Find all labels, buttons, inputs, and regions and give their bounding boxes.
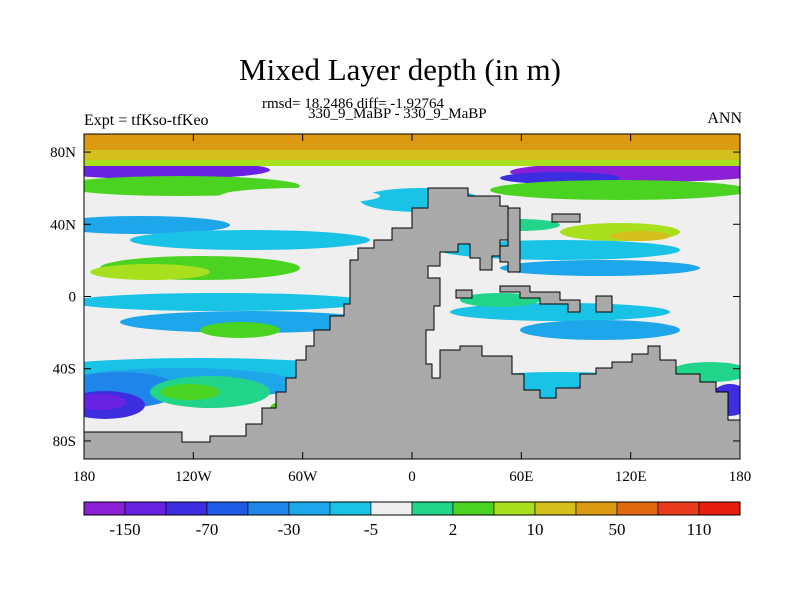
land-polygon bbox=[455, 289, 473, 299]
colorbar-label: -70 bbox=[196, 520, 219, 539]
anomaly-patch bbox=[520, 320, 680, 340]
colorbar-swatch bbox=[575, 501, 618, 516]
x-tick-label: 120W bbox=[175, 469, 213, 485]
land-polygon bbox=[595, 295, 613, 313]
colorbar-swatch bbox=[247, 501, 290, 516]
land-polygon bbox=[551, 213, 581, 223]
colorbar-swatch bbox=[370, 501, 413, 516]
anomaly-patch bbox=[450, 303, 670, 321]
land-polygon bbox=[499, 285, 581, 313]
anomaly-patch bbox=[130, 230, 370, 250]
x-tick-label: 0 bbox=[408, 469, 416, 485]
colorbar-swatch bbox=[165, 501, 208, 516]
colorbar-label: 2 bbox=[449, 520, 458, 539]
anomaly-patch bbox=[84, 216, 230, 234]
land-polygon bbox=[84, 187, 740, 459]
anomaly-patch bbox=[160, 384, 220, 400]
y-tick-label: 80S bbox=[53, 434, 76, 450]
colorbar-swatch bbox=[288, 501, 331, 516]
colorbar-label: -150 bbox=[109, 520, 140, 539]
colorbar-swatch bbox=[411, 501, 454, 516]
x-tick-label: 60W bbox=[288, 469, 318, 485]
plot-area bbox=[84, 134, 740, 459]
band bbox=[84, 160, 740, 166]
colorbar-label: 10 bbox=[527, 520, 544, 539]
anomaly-patch bbox=[120, 311, 380, 333]
x-tick-label: 180 bbox=[73, 469, 96, 485]
anomaly-patch bbox=[490, 180, 740, 200]
colorbar-label: 50 bbox=[609, 520, 626, 539]
chart-title: Mixed Layer depth (in m) bbox=[239, 52, 561, 87]
x-tick-label: 180 bbox=[729, 469, 752, 485]
band bbox=[84, 150, 740, 160]
y-axis: 80N 40N 0 40S 80S bbox=[50, 145, 740, 450]
colorbar-swatch bbox=[83, 501, 126, 516]
anomaly-patch bbox=[610, 231, 670, 241]
x-tick-label: 120E bbox=[615, 469, 647, 485]
land-polygon bbox=[499, 207, 521, 273]
x-tick-label: 60E bbox=[509, 469, 533, 485]
anomaly-patch bbox=[90, 264, 210, 280]
land-mask bbox=[84, 187, 740, 459]
colorbar-label: -30 bbox=[278, 520, 301, 539]
colorbar-swatch bbox=[452, 501, 495, 516]
anomaly-patch bbox=[84, 394, 126, 410]
experiment-label: Expt = tfKso-tfKeo bbox=[84, 112, 209, 129]
colorbar-swatch bbox=[534, 501, 577, 516]
y-tick-label: 0 bbox=[69, 290, 77, 306]
colorbar-frame bbox=[83, 501, 741, 516]
y-tick-label: 40N bbox=[50, 217, 76, 233]
colorbar-label: -5 bbox=[364, 520, 378, 539]
colorbar-label: 110 bbox=[687, 520, 712, 539]
y-tick-label: 80N bbox=[50, 145, 76, 161]
colorbar-swatch bbox=[698, 501, 741, 516]
y-tick-label: 40S bbox=[53, 362, 76, 378]
season-label: ANN bbox=[707, 110, 742, 127]
rmsd-diff-label: rmsd= 18.2486 diff= -1.92764 bbox=[262, 96, 445, 112]
colorbar-swatch bbox=[493, 501, 536, 516]
colorbar-swatch bbox=[616, 501, 659, 516]
colorbar-swatch bbox=[657, 501, 700, 516]
experiment-names: 330_9_MaBP - 330_9_MaBP bbox=[308, 106, 487, 122]
anomaly-patch bbox=[220, 188, 380, 204]
colorbar: -150 -70 -30 -5 2 10 50 110 bbox=[83, 501, 741, 539]
colorbar-swatch bbox=[329, 501, 372, 516]
x-axis: 180 120W 60W 0 60E 120E 180 bbox=[73, 134, 752, 485]
anomaly-patch bbox=[200, 322, 280, 338]
anomaly-patch bbox=[500, 260, 700, 276]
colorbar-swatch bbox=[124, 501, 167, 516]
colorbar-swatch bbox=[206, 501, 249, 516]
anomaly-patch bbox=[84, 293, 370, 311]
